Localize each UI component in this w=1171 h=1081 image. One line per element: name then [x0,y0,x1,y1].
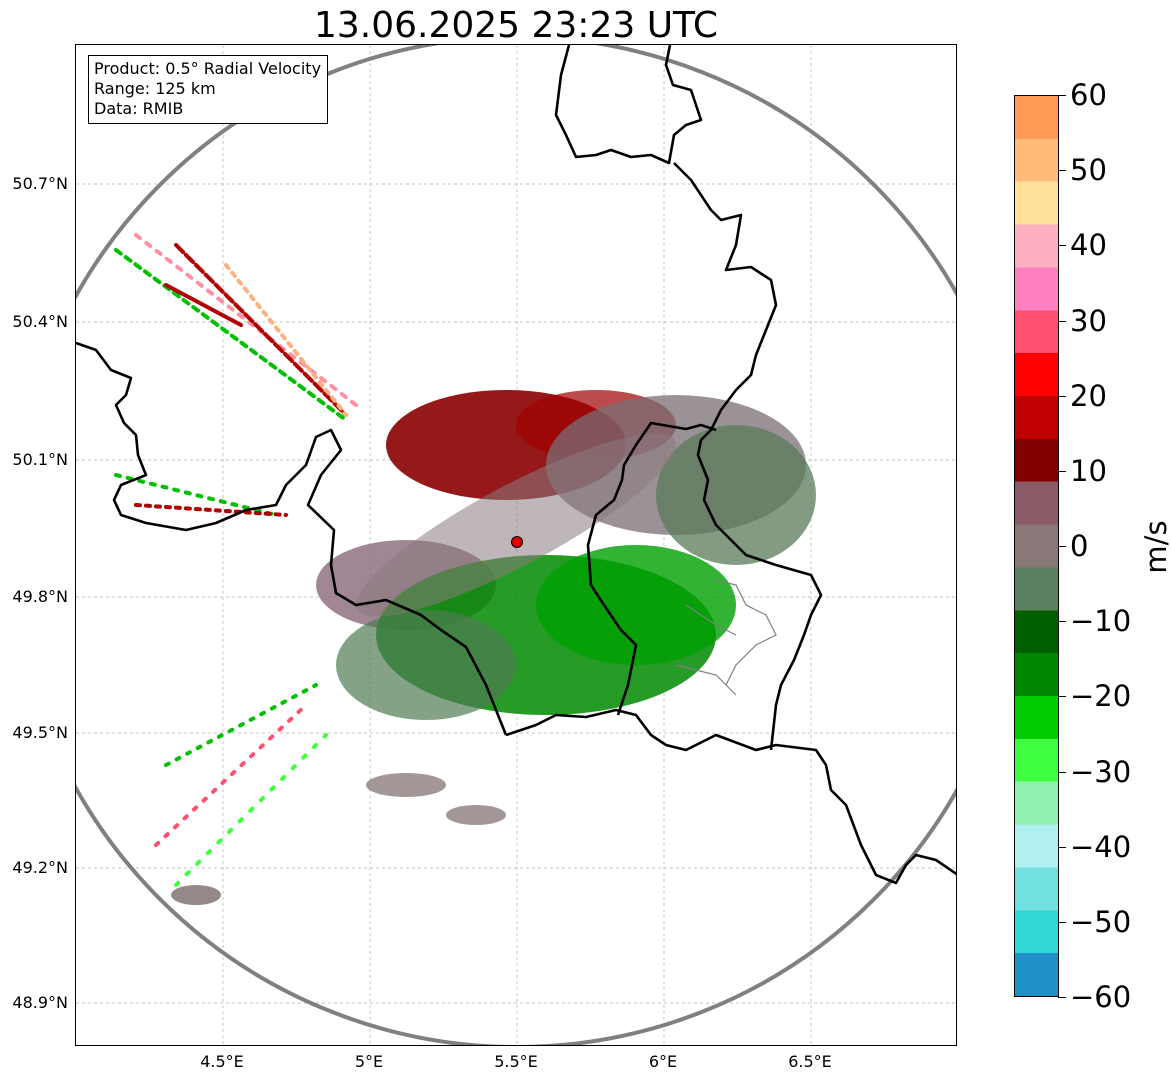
colorbar-tick-label: 0 [1070,529,1089,563]
product-label: Product: 0.5° Radial Velocity [94,59,322,78]
lat-tick-label: 48.9°N [12,993,68,1012]
lon-tick-label: 5.5°E [494,1052,538,1071]
lon-tick-label: 6°E [648,1052,678,1071]
colorbar-tick-label: 50 [1070,153,1107,188]
colorbar-tick [1058,621,1066,623]
lon-tick-label: 5°E [354,1052,384,1071]
colorbar-tick [1058,470,1066,472]
colorbar-tick-label: −20 [1070,679,1132,714]
velocity-echoes [171,390,816,905]
country-borders [76,45,956,885]
colorbar-tick [1058,546,1066,547]
colorbar-tick-label: 20 [1070,378,1107,413]
colorbar-tick-label: −50 [1070,904,1132,939]
colorbar-tick [1058,170,1066,172]
lon-tick-label: 4.5°E [200,1052,244,1071]
colorbar-tick [1058,846,1066,848]
colorbar-tick-label: −30 [1070,754,1132,789]
colorbar-tick-label: −60 [1070,980,1132,1014]
lat-tick-label: 49.8°N [12,587,68,606]
colorbar-unit: m/s [1139,520,1171,574]
colorbar-tick [1058,320,1066,322]
radar-map-canvas [76,45,956,1045]
colorbar-tick [1058,95,1066,96]
data-source-label: Data: RMIB [94,99,184,118]
colorbar-tick [1058,696,1066,698]
lat-tick-label: 49.5°N [12,723,68,742]
velocity-colorbar [1014,95,1059,997]
lat-tick-label: 50.7°N [12,174,68,193]
product-info-box: Product: 0.5° Radial Velocity Range: 125… [88,55,329,124]
radar-map[interactable] [75,44,957,1046]
colorbar-tick-label: 60 [1070,78,1107,112]
colorbar-tick-label: −10 [1070,604,1132,639]
colorbar-tick [1058,245,1066,247]
colorbar-tick-label: −40 [1070,829,1132,864]
map-title: 13.06.2025 23:23 UTC [313,5,719,46]
colorbar-tick-label: 10 [1070,453,1107,488]
lat-tick-label: 50.1°N [12,450,68,469]
lon-tick-label: 6.5°E [788,1052,832,1071]
colorbar-tick-label: 40 [1070,228,1107,263]
lat-tick-label: 50.4°N [12,312,68,331]
colorbar-tick [1058,921,1066,923]
radar-site-marker [511,536,523,548]
lat-tick-label: 49.2°N [12,858,68,877]
clutter-streaks [114,233,358,887]
colorbar-tick-label: 30 [1070,303,1107,338]
province-borders [675,579,777,696]
colorbar-tick [1058,771,1066,773]
colorbar-tick [1058,997,1066,998]
range-label: Range: 125 km [94,79,216,98]
colorbar-tick [1058,395,1066,397]
